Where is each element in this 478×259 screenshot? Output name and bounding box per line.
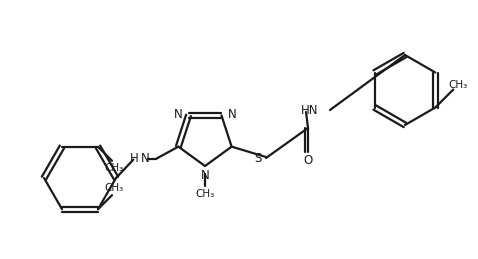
Text: H: H — [130, 152, 138, 165]
Text: CH₃: CH₃ — [104, 183, 124, 193]
Text: N: N — [228, 108, 236, 121]
Text: CH₃: CH₃ — [196, 189, 215, 199]
Text: CH₃: CH₃ — [449, 80, 468, 90]
Text: N: N — [174, 108, 183, 121]
Text: N: N — [141, 152, 150, 165]
Text: CH₃: CH₃ — [104, 163, 124, 173]
Text: S: S — [254, 152, 261, 164]
Text: HN: HN — [301, 104, 318, 117]
Text: O: O — [304, 154, 313, 167]
Text: N: N — [201, 169, 209, 182]
